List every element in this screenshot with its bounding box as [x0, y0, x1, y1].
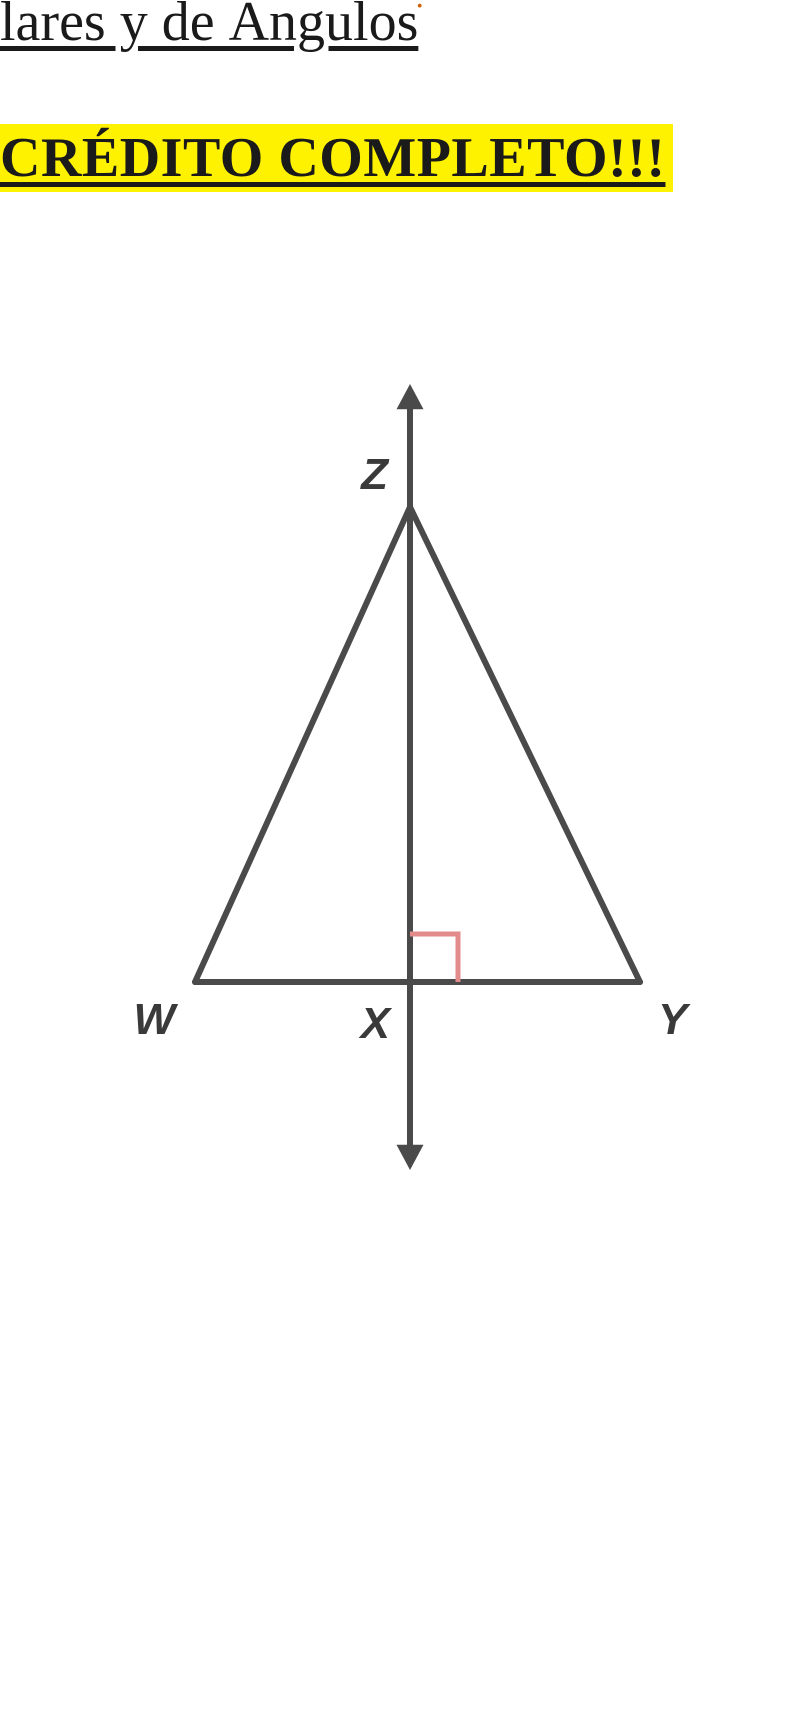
- header-trailing-mark: ·: [414, 0, 425, 23]
- highlighted-banner: CRÉDITO COMPLETO!!!: [0, 124, 673, 192]
- header-partial-title: lares y de Ángulos·: [0, 0, 800, 54]
- svg-text:W: W: [133, 995, 178, 1044]
- figure-container: Z W X Y: [0, 362, 800, 1182]
- header-partial-title-text: lares y de Ángulos: [0, 0, 418, 53]
- triangle-diagram: Z W X Y: [80, 362, 720, 1182]
- svg-text:Y: Y: [658, 995, 691, 1044]
- svg-text:Z: Z: [359, 450, 390, 499]
- svg-text:X: X: [358, 999, 393, 1048]
